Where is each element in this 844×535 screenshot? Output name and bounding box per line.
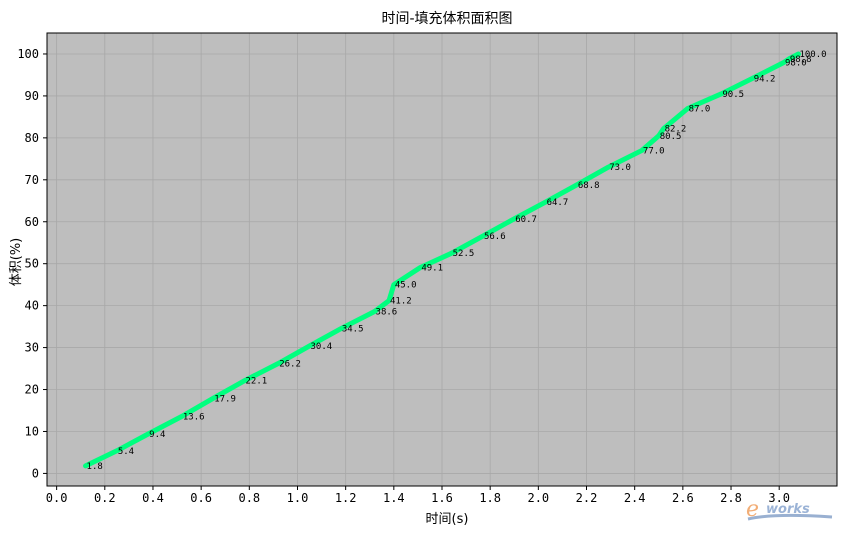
data-label: 1.8 [87, 462, 103, 472]
data-label: 56.6 [484, 232, 506, 242]
data-label: 73.0 [609, 163, 631, 173]
chart-title: 时间-填充体积面积图 [381, 11, 512, 27]
eworks-logo: e works [746, 499, 833, 522]
grid-lines [47, 33, 837, 486]
data-label: 98.0 [785, 58, 807, 68]
x-tick-label: 2.6 [672, 491, 694, 505]
y-tick-label: 50 [25, 257, 39, 271]
data-label: 49.1 [421, 263, 443, 273]
data-label: 52.5 [453, 249, 475, 259]
data-label: 34.5 [342, 325, 364, 335]
x-tick-label: 1.8 [479, 491, 501, 505]
x-tick-label: 2.8 [720, 491, 742, 505]
data-label: 9.4 [149, 430, 165, 440]
x-tick-label: 0.6 [190, 491, 212, 505]
series-line-group [83, 51, 801, 469]
data-label: 13.6 [183, 412, 205, 422]
series-line [83, 51, 801, 469]
x-tick-label: 0.0 [46, 491, 68, 505]
data-label: 38.6 [376, 308, 398, 318]
data-label: 82.2 [665, 125, 687, 135]
data-label: 80.5 [660, 132, 682, 142]
data-label: 26.2 [279, 360, 301, 370]
data-label: 41.2 [390, 297, 412, 307]
svg-text:e: e [746, 499, 759, 522]
x-tick-label: 1.6 [431, 491, 453, 505]
x-axis-label: 时间(s) [426, 512, 469, 527]
x-tick-label: 0.4 [142, 491, 164, 505]
data-label: 5.4 [118, 447, 134, 457]
y-tick-label: 70 [25, 173, 39, 187]
data-label: 90.5 [722, 90, 744, 100]
data-label: 60.7 [515, 215, 537, 225]
y-tick-label: 40 [25, 299, 39, 313]
plot-frame [46, 32, 838, 487]
y-tick-label: 30 [25, 341, 39, 355]
data-labels: 1.8 5.4 9.4 13.6 17.9 22.1 26.2 30.4 34.5 38.641.… [87, 50, 827, 472]
data-label: 94.2 [754, 74, 776, 84]
svg-text:works: works [766, 502, 810, 517]
x-tick-label: 2.2 [576, 491, 598, 505]
x-tick-label: 1.0 [287, 491, 309, 505]
data-label: 22.1 [246, 377, 268, 387]
data-label: 98.8 [790, 55, 812, 65]
x-tick-label: 1.2 [335, 491, 357, 505]
y-tick-label: 80 [25, 131, 39, 145]
data-label: 30.4 [311, 342, 333, 352]
y-tick-label: 10 [25, 424, 39, 438]
x-tick-label: 2.4 [624, 491, 646, 505]
y-axis-label: 体积(%) [9, 238, 24, 287]
data-label: 68.8 [578, 181, 600, 191]
x-tick-label: 1.4 [383, 491, 405, 505]
x-tick-label: 0.2 [94, 491, 116, 505]
data-label: 64.7 [547, 198, 569, 208]
y-tick-label: 0 [32, 466, 39, 480]
y-tick-label: 60 [25, 215, 39, 229]
data-label: 87.0 [689, 105, 711, 115]
x-tick-label: 3.0 [768, 491, 790, 505]
data-label: 17.9 [214, 394, 236, 404]
axes: 0.0 0.2 0.4 0.6 0.8 1.0 1.2 1.4 1.6 1.8 2.0 2.2 2.4 2… [17, 32, 838, 505]
y-tick-label: 20 [25, 383, 39, 397]
x-tick-label: 2.0 [527, 491, 549, 505]
data-label: 100.0 [799, 50, 826, 60]
data-label: 45.0 [395, 281, 417, 291]
data-label: 77.0 [643, 146, 665, 156]
y-tick-label: 100 [17, 47, 39, 61]
y-tick-label: 90 [25, 89, 39, 103]
x-tick-label: 0.8 [238, 491, 260, 505]
